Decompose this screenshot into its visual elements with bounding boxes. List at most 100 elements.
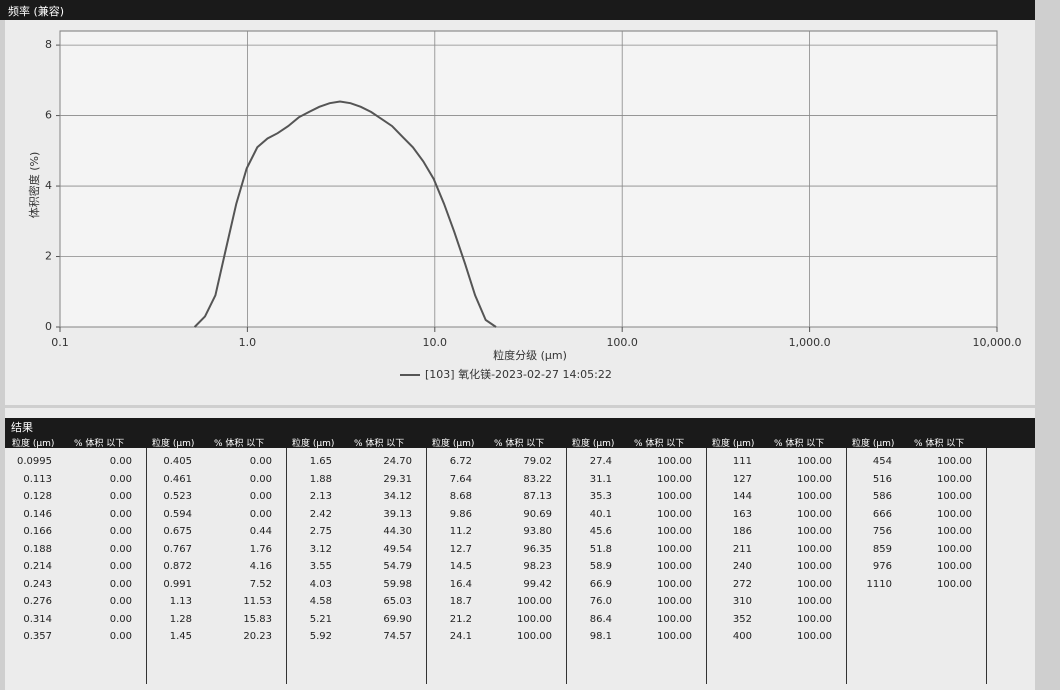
percent-cell: 83.22 [523,473,552,485]
size-cell: 1.65 [309,456,332,467]
size-cell: 1.45 [169,631,192,642]
percent-cell: 100.00 [657,526,692,537]
column-header: 粒度 (μm) [712,439,755,449]
x-tick-label: 100.0 [606,336,638,349]
percent-cell: 100.00 [797,613,832,625]
size-cell: 516 [872,473,892,485]
percent-cell: 0.00 [109,596,132,607]
column-separator [566,448,567,684]
size-cell: 2.42 [309,508,332,520]
y-tick-label: 0 [45,320,52,333]
percent-cell: 100.00 [657,596,692,607]
column-header: % 体积 以下 [354,439,405,449]
y-axis-label: 体积密度 (%) [27,152,41,219]
percent-cell: 100.00 [797,508,832,520]
percent-cell: 0.00 [109,561,132,572]
percent-cell: 79.02 [523,456,552,467]
size-cell: 21.2 [449,613,472,625]
size-cell: 0.128 [23,491,52,502]
size-cell: 163 [732,508,752,520]
percent-cell: 0.00 [249,456,272,467]
size-cell: 211 [732,543,752,555]
percent-cell: 74.57 [383,631,412,642]
size-cell: 0.594 [163,508,192,520]
size-cell: 186 [732,526,752,537]
column-header: % 体积 以下 [774,439,825,449]
percent-cell: 69.90 [383,613,412,625]
column-separator [846,448,847,684]
percent-cell: 100.00 [937,491,972,502]
percent-cell: 100.00 [657,543,692,555]
size-cell: 0.214 [23,561,52,572]
percent-cell: 100.00 [797,473,832,485]
size-cell: 859 [872,543,892,555]
percent-cell: 100.00 [517,613,552,625]
percent-cell: 100.00 [937,456,972,467]
x-axis-label: 粒度分级 (μm) [493,348,567,362]
percent-cell: 100.00 [657,491,692,502]
size-cell: 0.872 [163,561,192,572]
size-cell: 0.0995 [17,456,52,467]
size-cell: 454 [872,456,892,467]
size-cell: 352 [732,613,752,625]
y-tick-label: 2 [45,250,52,263]
percent-cell: 100.00 [797,561,832,572]
size-cell: 7.64 [449,473,472,485]
size-cell: 976 [872,561,892,572]
size-cell: 0.166 [23,526,52,537]
percent-cell: 100.00 [797,456,832,467]
column-header: % 体积 以下 [214,439,265,449]
percent-cell: 0.00 [109,456,132,467]
percent-cell: 100.00 [937,543,972,555]
percent-cell: 100.00 [797,543,832,555]
column-header: 粒度 (μm) [572,439,615,449]
size-cell: 24.1 [449,631,472,642]
size-cell: 3.12 [309,543,332,555]
plot-area [59,30,998,328]
size-cell: 0.276 [23,596,52,607]
size-cell: 3.55 [309,561,332,572]
size-cell: 0.243 [23,578,52,590]
percent-cell: 100.00 [937,508,972,520]
column-header: % 体积 以下 [914,439,965,449]
size-cell: 0.146 [23,508,52,520]
percent-cell: 100.00 [517,631,552,642]
percent-cell: 100.00 [657,508,692,520]
percent-cell: 100.00 [797,596,832,607]
percent-cell: 59.98 [383,578,412,590]
percent-cell: 44.30 [383,526,412,537]
size-cell: 40.1 [589,508,612,520]
percent-cell: 100.00 [657,473,692,485]
results-panel: 结果 粒度 (μm) % 体积 以下 0.0995 0.00 0.113 0.00 0.12… [5,408,1035,690]
percent-cell: 1.76 [249,543,272,555]
size-cell: 2.13 [309,491,332,502]
percent-cell: 100.00 [797,491,832,502]
percent-cell: 100.00 [937,526,972,537]
size-cell: 0.405 [163,456,192,467]
size-cell: 8.68 [449,491,472,502]
size-cell: 756 [872,526,892,537]
x-tick-label: 1.0 [239,336,257,349]
percent-cell: 100.00 [937,578,972,590]
percent-cell: 0.00 [109,631,132,642]
percent-cell: 100.00 [797,578,832,590]
percent-cell: 15.83 [243,613,272,625]
data-line [193,100,497,328]
percent-cell: 93.80 [523,526,552,537]
percent-cell: 100.00 [797,631,832,642]
size-cell: 1110 [866,578,892,590]
size-cell: 1.28 [169,613,192,625]
size-cell: 12.7 [449,543,472,555]
percent-cell: 90.69 [523,508,552,520]
percent-cell: 0.00 [109,508,132,520]
size-cell: 0.767 [163,543,192,555]
percent-cell: 100.00 [657,631,692,642]
percent-cell: 7.52 [249,578,272,590]
size-cell: 240 [732,561,752,572]
size-cell: 272 [732,578,752,590]
percent-cell: 0.00 [249,473,272,485]
size-cell: 0.357 [23,631,52,642]
size-cell: 666 [872,508,892,520]
size-cell: 2.75 [309,526,332,537]
